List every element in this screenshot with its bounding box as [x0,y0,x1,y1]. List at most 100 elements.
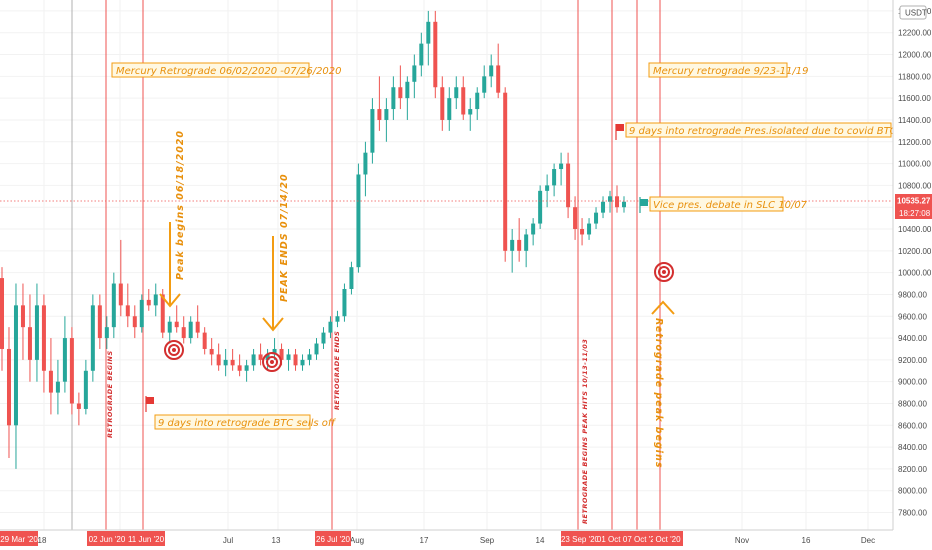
currency-badge[interactable]: USDT [899,5,927,20]
price-tick-label: 8400.00 [898,443,927,452]
annotation-pres-isolated-text: 9 days into retrograde Pres.isolated due… [629,126,932,137]
candle-body [342,288,347,317]
annotation-mercury-1-text: Mercury Retrograde 06/02/2020 -07/26/202… [116,66,342,77]
currency-badge-text: USDT [905,9,927,18]
last-price-label: 10535.27 [897,197,931,206]
retrograde-begins-text: RETROGRADE BEGINS [106,350,114,438]
candle-body [230,359,235,366]
price-tick-label: 11400.00 [898,116,931,125]
candle-body [622,201,626,208]
annotation-mercury-2-text: Mercury retrograde 9/23-11/19 [653,66,809,77]
arrow-down-peak-begins [159,222,181,308]
candle-body [48,370,53,393]
price-tick-label: 11800.00 [898,72,931,81]
candle-body [391,87,396,110]
candle-body [566,163,571,208]
time-badge-label: 26 Jul '20 [316,535,351,544]
candle-body [167,321,172,333]
candle-body [209,348,214,355]
candle-body [286,354,291,360]
candle-body [335,316,340,322]
candle-body [293,354,298,366]
candle-body [559,163,564,170]
candle-body [104,327,109,339]
candle-body [489,65,494,77]
price-tick-label: 9400.00 [898,334,927,343]
candle-body [363,152,368,175]
time-badge-label: 02 Jun '20 [89,535,126,544]
countdown-label: 18:27:08 [899,209,931,218]
candle-body [524,234,529,251]
candle-body [482,76,487,93]
candle-body [580,229,585,235]
annotation-vp-debate[interactable]: Vice pres. debate in SLC 10/07 [639,196,808,213]
price-tick-label: 11200.00 [898,138,931,147]
price-tick-label: 9800.00 [898,290,927,299]
candle-body [468,109,473,115]
candle-body [6,348,11,426]
candle-body [384,109,389,120]
candle-body [111,283,116,328]
price-tick-label: 8600.00 [898,421,927,430]
time-tick-label: Jul [223,536,233,545]
candle-body [27,327,32,360]
annotation-pres-isolated[interactable]: 9 days into retrograde Pres.isolated due… [615,122,932,140]
candle-body [34,305,39,360]
annotation-mercury-2[interactable]: Mercury retrograde 9/23-11/19 [648,62,809,78]
price-tick-label: 11600.00 [898,94,931,103]
annotation-btc-sells[interactable]: 9 days into retrograde BTC sells off [145,396,337,430]
time-badge [315,531,351,546]
candle-body [356,174,361,268]
candle-body [398,87,403,99]
time-badge-label: 29 Mar '20 [0,535,38,544]
candle-body [321,332,326,344]
candle-body [279,348,284,360]
target-marker-2 [262,352,282,372]
time-badge-label: 11 Jun '20 [128,535,165,544]
candle-body [552,169,557,186]
arrow-down-peak-ends [262,236,284,332]
candle-body [545,185,550,191]
candle-body [447,98,452,120]
time-axis[interactable]: 18 Jul 13 Aug 17 Sep 14 Nov 16 Dec 29 Mar '20 02 Ju… [0,529,893,550]
time-badge-label: 01 Oct '20 [597,535,634,544]
candle-body [328,321,333,333]
candle-body [202,332,207,349]
candle-body [132,316,137,328]
retrograde-vertical-lines [71,0,661,530]
candle-body [349,267,354,289]
candle-body [615,196,620,208]
time-tick-label: Aug [350,536,364,545]
candle-body [587,223,592,235]
candle-body [223,359,228,366]
candle-body [440,87,445,120]
candle-body [97,305,102,339]
price-axis[interactable]: 12400.0012200.0012000.0011800.0011600.00… [892,0,932,530]
candle-body [0,278,4,349]
peak-begins-text: Peak begins 06/18/2020 [175,130,186,280]
candle-body [139,299,144,328]
time-badge [623,531,659,546]
candle-body [475,92,480,110]
candle-body [20,305,25,328]
time-tick-label: Nov [735,536,749,545]
candle-body [377,109,382,120]
price-tick-label: 9600.00 [898,312,927,321]
annotation-btc-sells-text: 9 days into retrograde BTC sells off [158,418,337,429]
time-badge [653,531,683,546]
candle-body [244,365,249,371]
price-tick-label: 8200.00 [898,465,927,474]
candle-body [125,305,130,317]
time-tick-label: 17 [420,536,429,545]
time-badge [87,531,127,546]
candle-body [83,370,88,409]
time-tick-label: 14 [536,536,545,545]
candle-body [160,294,165,333]
time-tick-label: 16 [802,536,811,545]
time-badge-label: 23 Sep '20 [561,535,600,544]
candle-body [258,354,263,360]
peak-ends-text: PEAK ENDS 07/14/20 [279,173,290,302]
price-tick-label: 9200.00 [898,356,927,365]
annotation-mercury-1[interactable]: Mercury Retrograde 06/02/2020 -07/26/202… [111,62,342,78]
